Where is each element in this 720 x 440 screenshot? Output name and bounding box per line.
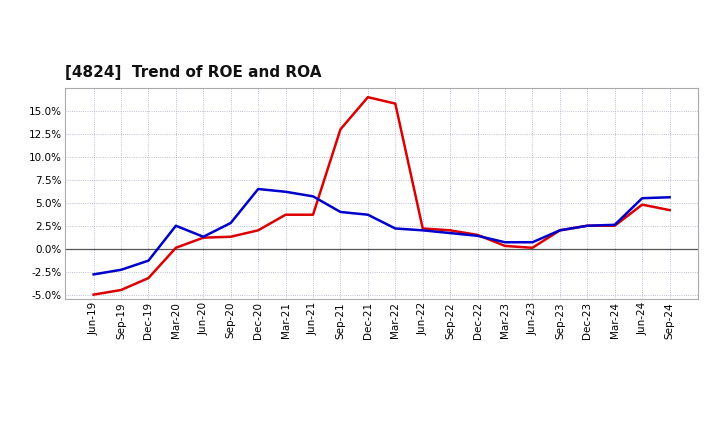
Legend: ROE, ROA: ROE, ROA [300, 436, 464, 440]
Text: [4824]  Trend of ROE and ROA: [4824] Trend of ROE and ROA [65, 65, 321, 80]
